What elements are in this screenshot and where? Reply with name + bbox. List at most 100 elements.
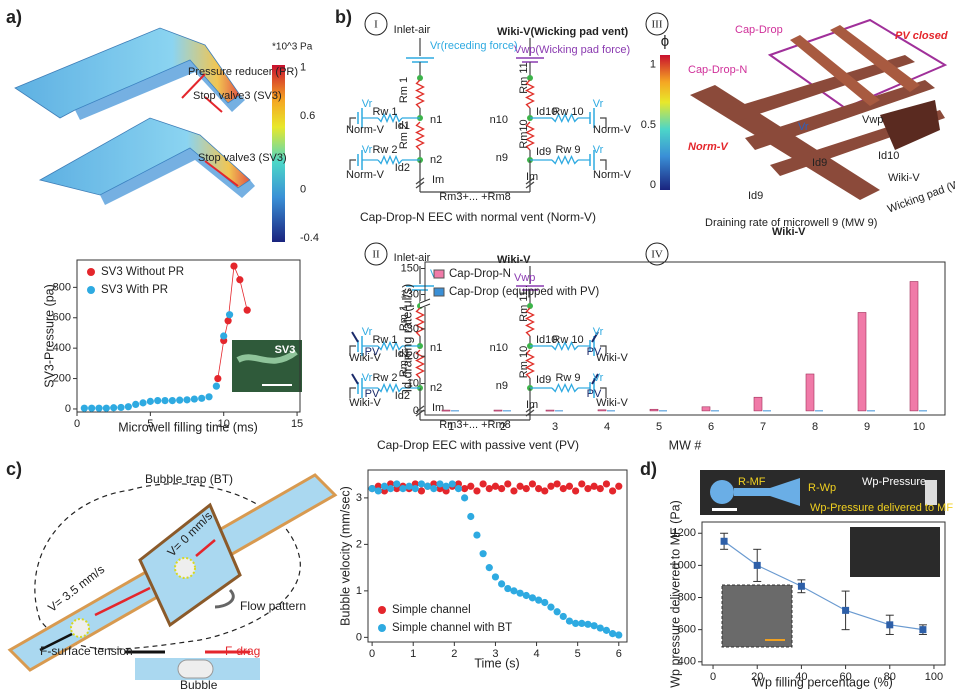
data-point	[146, 397, 154, 405]
circuit-label: Wiki-V(Wicking pad vent)	[497, 26, 629, 38]
circuit-label: n2	[430, 382, 442, 394]
bar	[607, 410, 615, 412]
circuit-label: Rm 1	[398, 77, 410, 103]
colorbar-tick-label: 1	[300, 61, 306, 73]
wire	[525, 349, 535, 379]
x-tick-label: 60	[839, 671, 851, 683]
legend-label: Cap-Drop (equipped with PV)	[449, 286, 599, 298]
device-image	[700, 470, 945, 648]
legend-swatch	[433, 287, 445, 297]
x-tick-label: 20	[751, 671, 763, 683]
wire	[351, 373, 359, 385]
panel-label: b)	[335, 7, 352, 27]
circuit-label: Rm3+... +Rm8	[439, 191, 511, 203]
x-tick-label: 40	[795, 671, 807, 683]
x-tick-label: 100	[925, 671, 943, 683]
bar	[597, 409, 607, 412]
bar	[545, 409, 555, 412]
annotation: Stop valve3 (SV3)	[193, 90, 282, 102]
circuit-label: Vr	[362, 98, 373, 110]
wire	[415, 349, 425, 379]
inset-feature	[236, 349, 298, 364]
render-label: Wiki-V	[772, 226, 806, 238]
data-point	[430, 484, 438, 493]
circuit-label: Im	[526, 171, 538, 183]
circuit-label: Rw 2	[372, 144, 397, 156]
render-label: Id10	[878, 150, 899, 162]
annotation: Stop valve3 (SV3)	[198, 152, 287, 164]
x-tick-label: 3	[492, 648, 498, 660]
annotation: Pressure reducer (PR)	[188, 66, 298, 78]
diagram-label: Bubble	[180, 678, 218, 690]
data-point	[584, 484, 592, 493]
data-point	[498, 484, 506, 493]
y-tick-label: 20	[407, 350, 419, 362]
data-point	[473, 531, 481, 539]
bar	[701, 406, 711, 412]
data-point	[615, 482, 623, 490]
circuit-label: n1	[430, 114, 442, 126]
wire	[415, 177, 425, 185]
series-line	[217, 264, 248, 379]
data-point	[243, 306, 251, 314]
y-tick-label: 1000	[672, 559, 696, 571]
numeral-circle	[645, 242, 669, 266]
x-tick-label: 0	[369, 648, 375, 660]
circuit-label: Vr	[593, 98, 604, 110]
wire	[525, 79, 535, 109]
data-point	[399, 484, 407, 493]
data-point	[547, 482, 555, 490]
circuit-label: Rm 11	[518, 290, 530, 322]
inset-label: SV3	[275, 344, 296, 356]
numeral-circle	[364, 12, 388, 36]
data-point	[553, 608, 561, 616]
plot-frame	[424, 261, 946, 416]
x-axis-label: Microwell filling time (ms)	[118, 420, 258, 434]
x-tick-label: 80	[884, 671, 896, 683]
wire	[349, 345, 356, 356]
circuit-label: Vr(receding force)	[430, 40, 518, 52]
wire	[600, 159, 607, 170]
data-point	[578, 480, 586, 488]
bar	[649, 408, 659, 412]
colorbar-symbol: ϕ	[661, 33, 669, 50]
data-point	[602, 626, 611, 634]
data-point	[522, 484, 530, 493]
bar	[857, 312, 867, 412]
data-point	[154, 397, 162, 405]
numeral: III	[652, 19, 663, 31]
data-point	[124, 403, 132, 411]
axis-break	[420, 301, 430, 307]
data-point	[559, 484, 567, 493]
circuit-label: Id10	[536, 334, 557, 346]
wire	[551, 154, 579, 166]
data-point	[504, 480, 512, 488]
data-point	[214, 374, 222, 383]
colorbar-tick-label: 0.5	[641, 119, 656, 131]
y-axis-label: Id,draning rate(μl/s)	[400, 284, 414, 393]
wire	[377, 382, 403, 394]
circuit-label: Id9	[536, 374, 551, 386]
data-point	[224, 317, 232, 325]
colorbar-tick-label: 0.6	[300, 110, 315, 122]
data-point	[516, 482, 524, 490]
circuit-label: Norm-V	[593, 169, 632, 181]
render-label: Id9	[812, 157, 827, 169]
panel-label: a)	[6, 7, 22, 27]
circuit-label: Inlet-air	[394, 24, 431, 36]
y-tick-label: 400	[678, 656, 696, 668]
wire	[551, 382, 579, 394]
data-point	[553, 480, 561, 488]
data-point	[609, 630, 617, 638]
x-tick-label: 8	[812, 421, 818, 433]
circuit-label: Wiki-V	[349, 397, 381, 409]
data-point	[720, 537, 728, 545]
data-point	[565, 617, 574, 625]
circuit-label: Vr	[362, 326, 373, 338]
y-tick-label: 0	[413, 405, 419, 417]
plot-frame	[367, 469, 628, 643]
y-tick-label: 10	[407, 377, 419, 389]
data-point	[448, 480, 456, 488]
legend-label: SV3 With PR	[101, 284, 168, 296]
data-point	[467, 482, 475, 490]
